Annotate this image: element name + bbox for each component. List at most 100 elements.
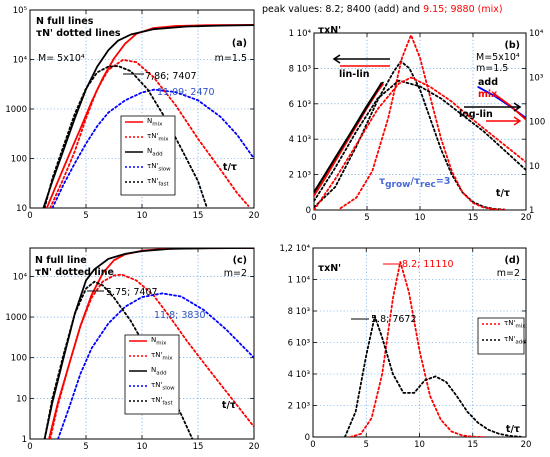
b-y2tick-label-1: 10 bbox=[529, 162, 540, 172]
peak-values-mix: 9.15; 9880 (mix) bbox=[423, 4, 503, 15]
d-legend-label-0: τN'mix bbox=[504, 319, 526, 330]
d-m-label: m=2 bbox=[497, 268, 520, 279]
d-peak-add: 5.8; 7672 bbox=[371, 314, 417, 325]
d-series-nadd bbox=[344, 315, 522, 437]
c-title-line1: N full line bbox=[35, 255, 87, 266]
b-loglin-arrow-black bbox=[464, 102, 522, 112]
c-xlabel: t/τ bbox=[222, 400, 236, 411]
a-xtick-label-0: 0 bbox=[27, 211, 32, 221]
b-loglin-label: log-lin bbox=[459, 109, 493, 120]
a-series-nadd bbox=[42, 24, 254, 208]
a-m-label: m=1.5 bbox=[215, 53, 247, 64]
a-peak-slow: 11,09; 2470 bbox=[157, 87, 215, 98]
b-ylabel: τxN' bbox=[318, 25, 341, 36]
a-peak-fast: 7,86; 7407 bbox=[145, 71, 197, 82]
d-ytick-label-2: 4 10³ bbox=[288, 370, 310, 380]
a-xtick-label-5: 5 bbox=[83, 211, 88, 221]
d-xlabel: t/τ bbox=[506, 424, 520, 435]
d-ytick-label-1: 2 10³ bbox=[288, 402, 310, 412]
c-frame bbox=[29, 247, 255, 440]
b-m-label: m=1.5 bbox=[476, 63, 508, 74]
c-legend-label-1: τN'mix bbox=[151, 351, 173, 362]
a-series-nfast bbox=[43, 65, 208, 208]
b-ytick-label-4: 8 10³ bbox=[289, 64, 311, 74]
b-ytick-label-1: 2 10³ bbox=[289, 171, 311, 181]
b-y2tick-label-0: 1 bbox=[529, 206, 534, 216]
b-xtick-label-0: 0 bbox=[311, 213, 316, 223]
d-ytick-label-0: 0 bbox=[305, 433, 310, 443]
c-legend-label-0: Nmix bbox=[151, 336, 167, 347]
c-ytick-label-1: 10 bbox=[16, 394, 27, 404]
b-ratio-label: τgrow/τrec=3 bbox=[379, 176, 450, 190]
a-ytick-label-3: 10⁴ bbox=[13, 56, 28, 66]
d-xtick-label-0: 0 bbox=[310, 440, 315, 450]
b-add-thick-segment bbox=[313, 82, 383, 193]
d-legend-box bbox=[477, 317, 525, 355]
c-ytick-label-0: 1 bbox=[22, 435, 27, 445]
c-xtick-label-20: 20 bbox=[249, 442, 260, 452]
b-add-label: add bbox=[478, 77, 498, 88]
b-xlabel: t/τ bbox=[496, 188, 510, 199]
c-peak-slow: 11,8; 3830 bbox=[154, 310, 206, 321]
c-ytick-label-3: 1000 bbox=[5, 313, 27, 323]
b-ytick-label-0: 0 bbox=[306, 206, 311, 216]
a-xtick-label-15: 15 bbox=[193, 211, 204, 221]
b-series-mixlin bbox=[339, 34, 506, 210]
d-frame bbox=[312, 247, 527, 438]
b-xtick-label-15: 15 bbox=[468, 213, 479, 223]
b-frame bbox=[313, 32, 527, 211]
c-m-label: m=2 bbox=[224, 268, 247, 279]
c-xtick-label-5: 5 bbox=[83, 442, 88, 452]
b-y2tick-label-4: 10⁴ bbox=[529, 29, 544, 39]
a-series-nmix bbox=[49, 58, 250, 208]
c-peak-fast: 5.75; 7407 bbox=[106, 287, 158, 298]
d-ytick-label-6: 1,2 10⁴ bbox=[280, 244, 311, 254]
b-mix-label: mix bbox=[478, 89, 497, 100]
a-legend-label-2: Nadd bbox=[147, 147, 163, 158]
c-ytick-label-4: 10⁴ bbox=[13, 272, 28, 282]
a-legend-label-3: τN'slow bbox=[147, 162, 171, 173]
b-series-mixlogsegment bbox=[493, 93, 526, 121]
a-frame bbox=[29, 9, 255, 209]
a-ytick-label-0: 10 bbox=[16, 204, 27, 214]
a-ytick-label-4: 10⁵ bbox=[13, 6, 27, 16]
b-series-addlog bbox=[314, 79, 526, 202]
peak-values-header: peak values: 8.2; 8400 (add) and 9.15; 9… bbox=[262, 4, 503, 15]
b-linlin-arrow-black bbox=[332, 54, 390, 64]
peak-values-prefix: peak values: 8.2; 8400 (add) and bbox=[262, 4, 423, 15]
b-ytick-label-3: 6 10³ bbox=[289, 100, 311, 110]
c-legend-label-4: τN'fast bbox=[151, 396, 174, 407]
d-series-nmix bbox=[349, 261, 485, 437]
b-xtick-label-20: 20 bbox=[521, 213, 532, 223]
a-legend-label-4: τN'fast bbox=[147, 177, 170, 188]
c-panel-label: (c) bbox=[233, 255, 247, 266]
b-ytick-label-2: 4 10³ bbox=[289, 135, 311, 145]
b-ytick-label-5: 1 10⁴ bbox=[289, 29, 312, 39]
panel-d: 0 5 10 15 20 0 2 10³ 4 10³ 6 10³ 8 10³ 1 10⁴ 1,2 10… bbox=[280, 244, 532, 450]
c-xtick-label-0: 0 bbox=[27, 442, 32, 452]
b-linlin-label: lin-lin bbox=[339, 69, 370, 80]
b-xtick-label-5: 5 bbox=[364, 213, 369, 223]
b-series-mixlog bbox=[314, 76, 526, 210]
a-title-line1: N full lines bbox=[36, 16, 94, 27]
c-legend-label-2: Nadd bbox=[151, 366, 167, 377]
a-ytick-label-1: 100 bbox=[11, 155, 27, 165]
d-ytick-label-5: 1 10⁴ bbox=[288, 276, 311, 286]
a-legend-label-0: Nmix bbox=[147, 117, 163, 128]
a-legend-label-1: τN'mix bbox=[147, 132, 169, 143]
b-m-param: M=5x10⁴ bbox=[476, 52, 520, 63]
a-xtick-label-20: 20 bbox=[249, 211, 260, 221]
d-peak-mix: 8.2; 11110 bbox=[402, 259, 454, 270]
b-xtick-label-10: 10 bbox=[415, 213, 426, 223]
c-legend-label-3: τN'slow bbox=[151, 381, 175, 392]
c-ytick-label-2: 100 bbox=[11, 354, 27, 364]
b-y2tick-label-3: 10³ bbox=[529, 73, 543, 83]
b-series-mixsolidsegment bbox=[314, 83, 384, 197]
d-panel-label: (d) bbox=[505, 255, 520, 266]
d-xtick-label-20: 20 bbox=[521, 440, 532, 450]
d-xtick-label-15: 15 bbox=[467, 440, 478, 450]
d-ylabel: τxN' bbox=[318, 263, 341, 274]
